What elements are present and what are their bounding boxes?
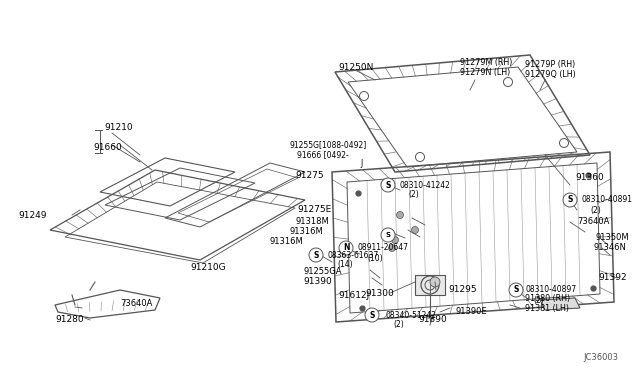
- Text: 91350M: 91350M: [595, 234, 628, 243]
- Circle shape: [392, 237, 399, 244]
- Circle shape: [309, 248, 323, 262]
- Text: S: S: [567, 196, 573, 205]
- Text: JC36003: JC36003: [583, 353, 618, 362]
- Text: 91380 (RH): 91380 (RH): [525, 294, 570, 302]
- Text: (2): (2): [408, 190, 419, 199]
- Text: 91280: 91280: [55, 315, 84, 324]
- Text: 91381 (LH): 91381 (LH): [525, 304, 569, 312]
- Text: 08310-40897: 08310-40897: [525, 285, 576, 295]
- Text: S: S: [385, 180, 390, 189]
- Text: 91316M: 91316M: [270, 237, 304, 247]
- Text: 91612J: 91612J: [338, 291, 369, 299]
- Circle shape: [388, 244, 396, 251]
- Text: 91390E: 91390E: [455, 308, 486, 317]
- Text: 91392: 91392: [598, 273, 627, 282]
- Text: 91318M: 91318M: [295, 218, 329, 227]
- Circle shape: [381, 228, 395, 242]
- Text: 91390: 91390: [303, 278, 332, 286]
- Text: S: S: [385, 232, 390, 238]
- Text: (2): (2): [533, 295, 544, 305]
- Text: 08310-40891: 08310-40891: [581, 196, 632, 205]
- Text: 91360: 91360: [575, 173, 604, 182]
- Text: 91275E: 91275E: [297, 205, 332, 215]
- Text: 91210G: 91210G: [190, 263, 226, 273]
- Text: (2): (2): [590, 205, 601, 215]
- Text: 08911-20647: 08911-20647: [358, 244, 409, 253]
- Text: 91250N: 91250N: [338, 64, 373, 73]
- Polygon shape: [540, 298, 580, 310]
- Text: 91300: 91300: [365, 289, 394, 298]
- Circle shape: [430, 277, 440, 287]
- Text: 08340-51242: 08340-51242: [385, 311, 436, 320]
- Text: 91210: 91210: [104, 124, 132, 132]
- Text: (14): (14): [337, 260, 353, 269]
- Text: J: J: [360, 158, 362, 167]
- Text: 91255GA: 91255GA: [303, 267, 342, 276]
- Circle shape: [397, 212, 403, 218]
- Circle shape: [509, 283, 523, 297]
- Text: 91346N: 91346N: [593, 244, 626, 253]
- Text: 91390: 91390: [418, 315, 447, 324]
- Text: 08363-61637: 08363-61637: [328, 250, 380, 260]
- Text: 91660: 91660: [93, 144, 122, 153]
- Circle shape: [563, 193, 577, 207]
- Text: 91279N (LH): 91279N (LH): [460, 67, 510, 77]
- Text: (10): (10): [367, 253, 383, 263]
- Text: 08310-41242: 08310-41242: [400, 180, 451, 189]
- Text: 73640A: 73640A: [120, 298, 152, 308]
- Text: 91249: 91249: [18, 211, 47, 219]
- Text: 91255G[1088-0492]: 91255G[1088-0492]: [290, 141, 367, 150]
- Text: 91279M (RH): 91279M (RH): [460, 58, 513, 67]
- Text: 91316M: 91316M: [290, 228, 324, 237]
- Text: S: S: [513, 285, 518, 295]
- Text: N: N: [343, 244, 349, 253]
- Text: S: S: [369, 311, 374, 320]
- Text: 91279Q (LH): 91279Q (LH): [525, 71, 576, 80]
- Text: 91295: 91295: [448, 285, 477, 295]
- Text: (2): (2): [393, 321, 404, 330]
- Circle shape: [381, 178, 395, 192]
- Polygon shape: [415, 275, 445, 295]
- Text: 91666 [0492-: 91666 [0492-: [297, 151, 349, 160]
- Text: S: S: [314, 250, 319, 260]
- Circle shape: [339, 241, 353, 255]
- Circle shape: [412, 227, 419, 234]
- Text: 91275: 91275: [295, 170, 324, 180]
- Circle shape: [365, 308, 379, 322]
- Text: 73640A: 73640A: [577, 218, 609, 227]
- Text: 91279P (RH): 91279P (RH): [525, 61, 575, 70]
